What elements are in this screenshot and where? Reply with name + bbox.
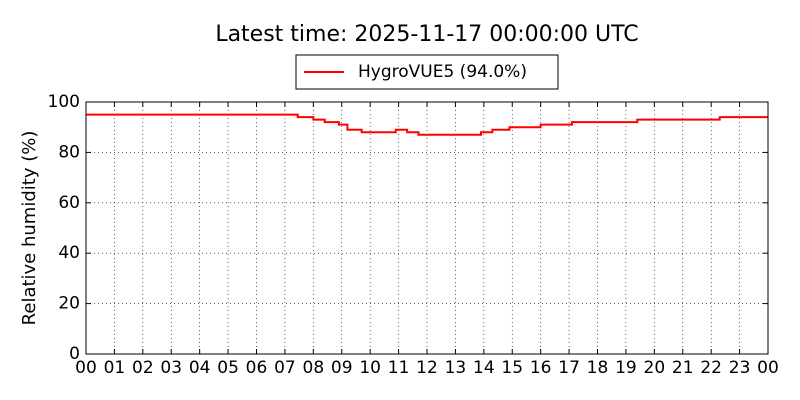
x-tick-label: 21 (672, 358, 694, 378)
x-tick-label: 23 (729, 358, 751, 378)
x-tick-label: 10 (359, 358, 381, 378)
x-tick-label: 11 (388, 358, 410, 378)
x-tick-label: 19 (615, 358, 637, 378)
x-tick-label: 09 (331, 358, 353, 378)
chart-title: Latest time: 2025-11-17 00:00:00 UTC (215, 22, 638, 47)
x-tick-label: 00 (75, 358, 97, 378)
legend-label: HygroVUE5 (94.0%) (358, 62, 527, 82)
x-tick-label: 06 (246, 358, 268, 378)
x-tick-label: 02 (132, 358, 154, 378)
x-tick-label: 01 (104, 358, 126, 378)
y-axis-label: Relative humidity (%) (19, 131, 40, 326)
x-tick-label: 07 (274, 358, 296, 378)
x-tick-label: 12 (416, 358, 438, 378)
x-tick-label: 16 (530, 358, 552, 378)
x-tick-label: 18 (587, 358, 609, 378)
y-tick-label: 100 (48, 92, 80, 112)
x-tick-label: 00 (757, 358, 779, 378)
y-tick-label: 20 (58, 294, 80, 314)
x-tick-label: 22 (700, 358, 722, 378)
x-tick-label: 08 (303, 358, 325, 378)
x-tick-label: 20 (644, 358, 666, 378)
x-tick-label: 03 (160, 358, 182, 378)
x-tick-label: 05 (217, 358, 239, 378)
y-tick-label: 60 (58, 193, 80, 213)
x-tick-label: 14 (473, 358, 495, 378)
x-tick-label: 17 (558, 358, 580, 378)
plot-frame (85, 101, 769, 355)
x-tick-label: 15 (501, 358, 523, 378)
x-tick-label: 04 (189, 358, 211, 378)
x-tick-label: 13 (445, 358, 467, 378)
y-tick-label: 80 (58, 142, 80, 162)
data-line (86, 113, 768, 136)
y-tick-label: 0 (69, 344, 80, 364)
y-tick-label: 40 (58, 243, 80, 263)
